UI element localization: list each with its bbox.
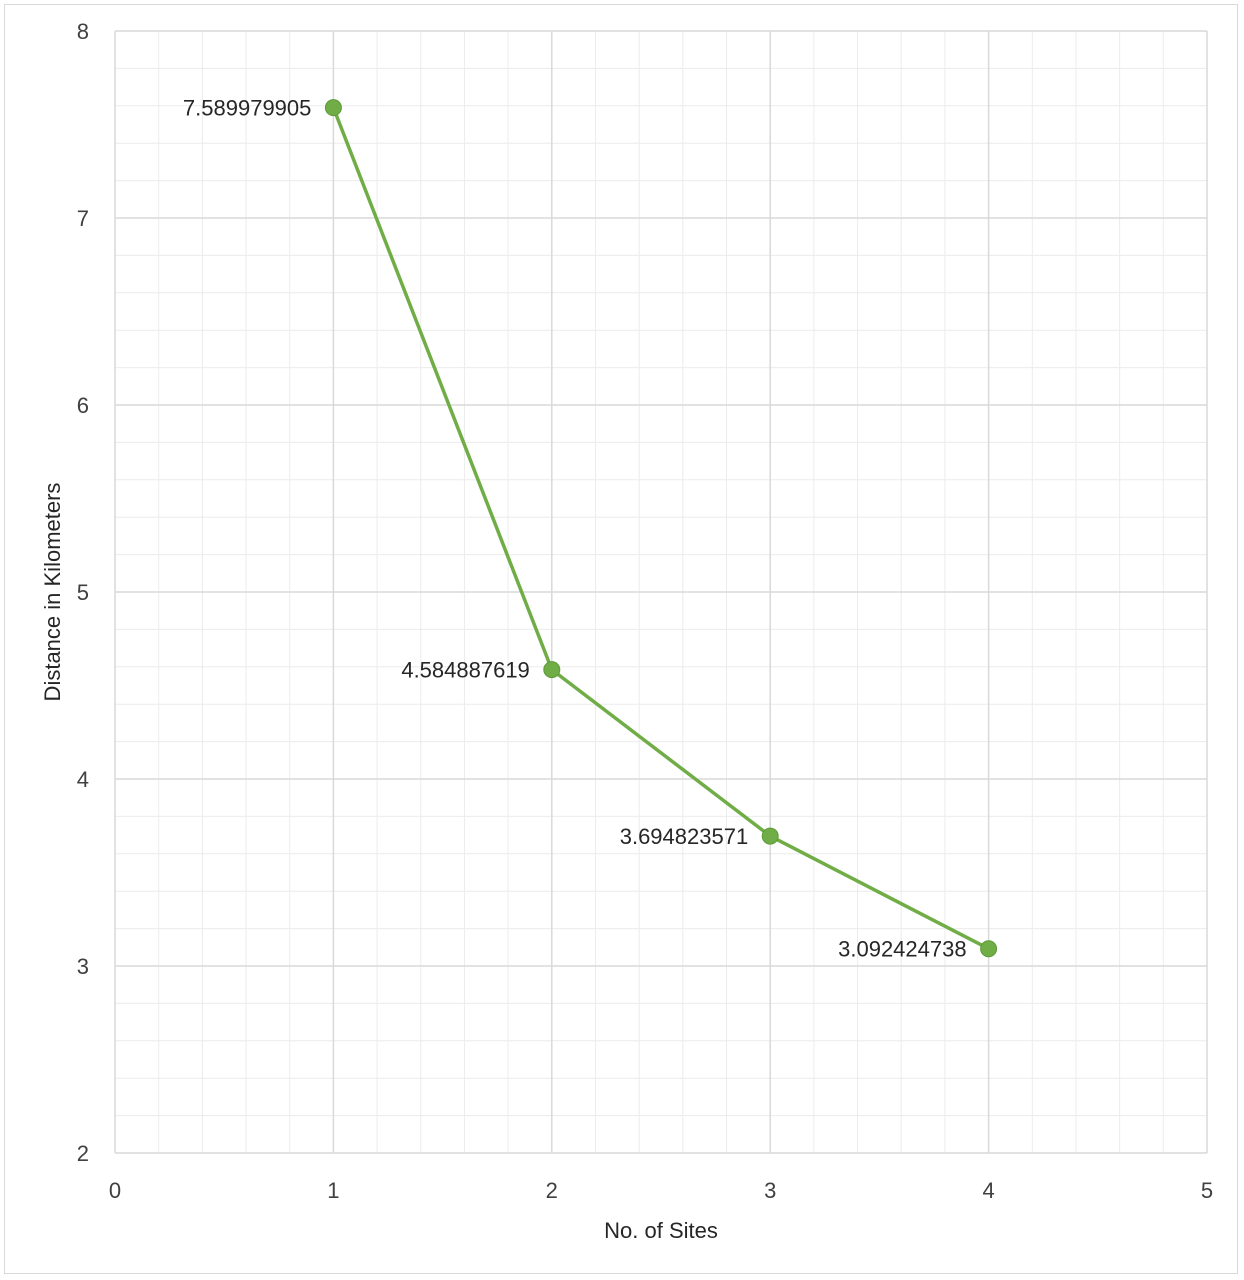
y-tick-labels: 2 3 4 5 6 7 8 [77,19,89,1166]
x-axis-title: No. of Sites [604,1218,718,1243]
x-tick-label: 3 [764,1178,776,1203]
data-point [543,661,561,679]
y-tick-label: 7 [77,206,89,231]
data-labels: 7.589979905 4.584887619 3.694823571 3.09242… [183,96,967,962]
y-tick-label: 3 [77,954,89,979]
x-tick-label: 1 [327,1178,339,1203]
x-tick-label: 0 [109,1178,121,1203]
x-tick-label: 5 [1201,1178,1213,1203]
x-tick-label: 4 [982,1178,994,1203]
y-tick-label: 2 [77,1141,89,1166]
major-grid [114,30,1208,1154]
data-label: 4.584887619 [401,658,529,683]
x-tick-label: 2 [546,1178,558,1203]
data-label: 3.694823571 [620,824,748,849]
y-tick-label: 4 [77,767,89,792]
y-tick-label: 8 [77,19,89,44]
data-point [324,99,342,117]
series-line [331,107,990,951]
x-tick-labels: 0 1 2 3 4 5 [109,1178,1213,1203]
y-tick-label: 6 [77,393,89,418]
data-label: 7.589979905 [183,96,311,121]
data-label: 3.092424738 [838,937,966,962]
data-point [980,940,998,958]
y-tick-label: 5 [77,580,89,605]
data-point [761,827,779,845]
series-layer [324,99,998,958]
y-axis-title: Distance in Kilometers [40,483,65,702]
